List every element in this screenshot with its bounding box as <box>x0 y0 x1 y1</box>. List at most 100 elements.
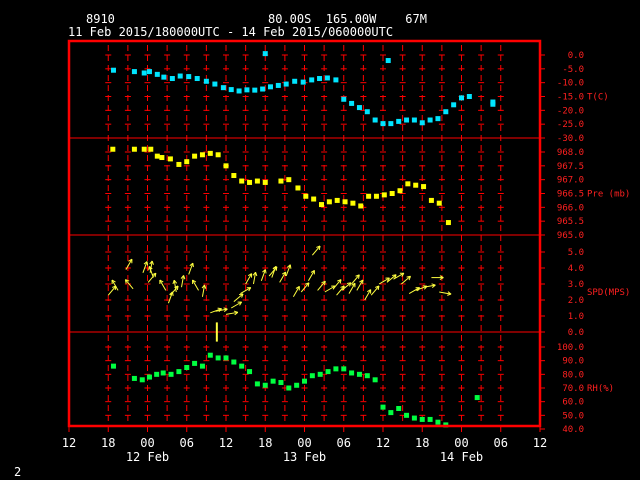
wind-arrow-head <box>233 310 238 313</box>
wind-arrow-shaft <box>188 262 194 275</box>
x-tick-label: 12 <box>219 436 233 450</box>
x-tick-label: 18 <box>415 436 429 450</box>
humidity-point <box>364 373 370 379</box>
wind-arrow-shaft <box>142 261 148 273</box>
wind-arrow-head <box>289 264 292 269</box>
pressure-point <box>350 200 356 206</box>
temperature-point <box>451 102 457 108</box>
humidity-point <box>247 369 253 375</box>
pressure-point <box>207 150 213 156</box>
pressure-point <box>192 153 198 159</box>
humidity-point <box>404 412 410 418</box>
temperature-point <box>341 96 347 102</box>
pressure-point <box>231 173 237 179</box>
pressure-point <box>278 178 284 184</box>
panel-label: Pre (mb) <box>587 190 630 200</box>
y-tick-label: 4.0 <box>568 264 584 274</box>
x-tick-label: 12 <box>376 436 390 450</box>
humidity-point <box>231 359 237 365</box>
wind-arrow-shaft <box>173 280 177 293</box>
wind-arrow <box>124 279 134 290</box>
pressure-point <box>421 184 427 190</box>
wind-arrow-shaft <box>170 285 179 296</box>
wind-arrow-shaft <box>400 275 411 285</box>
temperature-point <box>169 76 175 82</box>
temperature-point <box>309 77 315 83</box>
station-location: 80.00S 165.00W 67M <box>268 12 427 26</box>
wind-arrow-head <box>192 263 194 268</box>
wind-arrow-head <box>169 291 173 295</box>
y-tick-label: 90.0 <box>562 357 584 367</box>
x-tick-label: 12 <box>533 436 547 450</box>
wind-arrow <box>125 258 133 270</box>
y-tick-label: -25.0 <box>557 120 584 130</box>
wind-arrow <box>201 284 207 297</box>
y-tick-label: 2.0 <box>568 296 584 306</box>
station-id: 8910 <box>86 12 115 26</box>
temperature-point <box>203 78 209 84</box>
wind-arrow-head <box>247 273 252 277</box>
pressure-point <box>373 193 379 199</box>
temperature-point <box>419 120 425 126</box>
pressure-point <box>413 182 419 188</box>
wind-arrow-shaft <box>332 279 342 290</box>
wind-arrow <box>351 274 360 285</box>
humidity-point <box>419 416 425 422</box>
humidity-point <box>341 366 347 372</box>
wind-arrow-head <box>349 282 352 287</box>
temperature-point <box>349 100 355 106</box>
wind-arrow <box>356 279 364 291</box>
wind-arrow-head <box>305 282 310 285</box>
humidity-point <box>168 371 174 377</box>
wind-arrow-shaft <box>356 279 364 291</box>
temperature-point <box>396 118 402 124</box>
pressure-point <box>110 146 116 152</box>
wind-arrow <box>180 275 186 288</box>
wind-arrow-shaft <box>393 272 405 280</box>
wind-arrow-head <box>239 293 244 296</box>
wind-arrow-shaft <box>439 291 452 295</box>
wind-arrow-shaft <box>300 282 310 293</box>
wind-arrow-head <box>422 285 428 287</box>
x-tick-label: 12 <box>62 436 76 450</box>
wind-arrow-shaft <box>192 279 199 291</box>
temperature-point <box>427 117 433 123</box>
temperature-point <box>466 94 472 99</box>
wind-arrow-head <box>173 279 178 284</box>
x-date-label: 14 Feb <box>440 450 483 464</box>
y-tick-label: -10.0 <box>557 79 584 89</box>
pressure-point <box>303 193 309 199</box>
wind-arrow-shaft <box>307 270 315 282</box>
humidity-point <box>215 355 221 361</box>
wind-arrow <box>252 271 258 285</box>
pressure-point <box>254 178 260 184</box>
wind-arrow-head <box>377 285 380 291</box>
wind-arrow <box>307 269 315 282</box>
wind-arrow-shaft <box>107 285 117 296</box>
pressure-point <box>319 202 325 208</box>
pressure-point <box>436 200 442 206</box>
pressure-point <box>247 179 253 185</box>
temperature-point <box>177 73 183 79</box>
wind-arrow-shaft <box>125 279 134 290</box>
pressure-point <box>159 155 165 161</box>
pressure-point <box>397 188 403 194</box>
temperature-point <box>154 71 160 77</box>
wind-arrow-head <box>447 293 452 296</box>
pressure-point <box>311 196 317 202</box>
wind-arrow-head <box>339 279 342 284</box>
humidity-point <box>110 363 116 369</box>
wind-arrow <box>260 269 267 281</box>
temperature-point <box>244 87 250 93</box>
pressure-point <box>167 156 173 162</box>
pressure-point <box>215 152 221 158</box>
wind-arrow <box>393 272 405 280</box>
wind-arrow-head <box>234 311 239 316</box>
wind-arrow-head <box>239 301 243 306</box>
wind-arrow-head <box>176 285 179 291</box>
wind-arrow-shaft <box>111 279 119 291</box>
temperature-point <box>292 78 298 84</box>
pressure-point <box>148 146 154 152</box>
wind-arrow-head <box>255 272 258 277</box>
y-tick-label: 965.5 <box>557 217 584 227</box>
